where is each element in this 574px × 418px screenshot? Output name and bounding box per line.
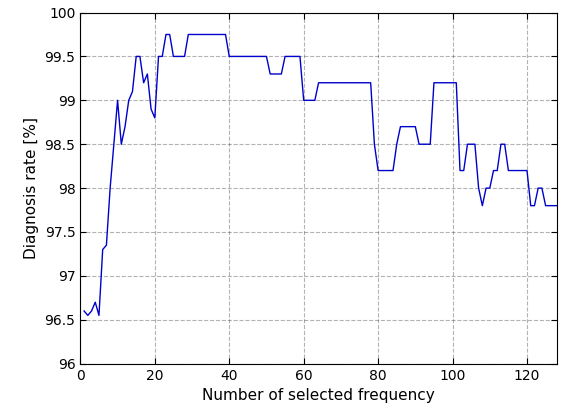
Y-axis label: Diagnosis rate [%]: Diagnosis rate [%] xyxy=(24,117,39,259)
X-axis label: Number of selected frequency: Number of selected frequency xyxy=(202,388,435,403)
